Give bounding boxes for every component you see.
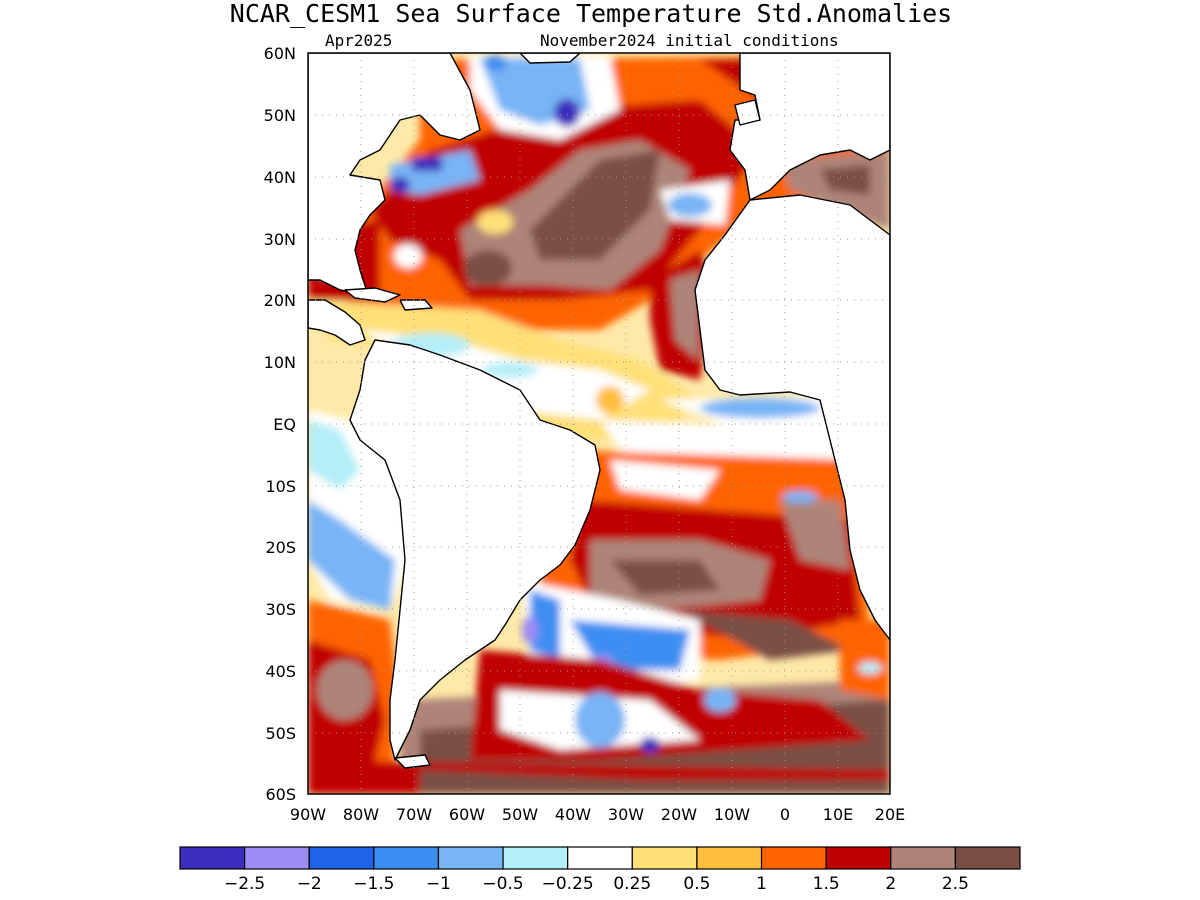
colorbar-swatch xyxy=(308,846,375,870)
lat-label: 20S xyxy=(265,538,296,557)
colorbar-label: −1 xyxy=(426,874,451,894)
longitude-labels: 90W 80W 70W 60W 50W 40W 30W 20W 10W 0 10… xyxy=(290,805,905,824)
lat-label: 50N xyxy=(264,106,296,125)
colorbar-label: −2 xyxy=(297,874,322,894)
south-america xyxy=(349,339,601,761)
colorbar-swatch xyxy=(631,846,698,870)
lon-label: 50W xyxy=(502,805,538,824)
colorbar-label: 1.5 xyxy=(813,874,840,894)
cuba-island xyxy=(344,287,401,303)
colorbar: −2.5 −2 −1.5 −1 −0.5 −0.25 0.25 0.5 1 1.5 2 2.5 xyxy=(179,846,1021,894)
lon-label: 20E xyxy=(875,805,905,824)
lat-label: 40S xyxy=(265,662,296,681)
lat-label: 50S xyxy=(265,724,296,743)
colorbar-swatch xyxy=(567,846,633,870)
iceland xyxy=(519,53,581,64)
lat-label: 10N xyxy=(264,353,296,372)
british-isles xyxy=(734,99,761,126)
colorbar-swatch xyxy=(890,846,956,870)
colorbar-swatch xyxy=(696,846,763,870)
africa xyxy=(694,194,890,641)
colorbar-label: 1 xyxy=(756,874,767,894)
colorbar-swatch xyxy=(825,846,892,870)
forecast-month: Apr2025 xyxy=(325,31,392,50)
land-masses xyxy=(308,53,890,769)
initial-conditions: November2024 initial conditions xyxy=(540,31,839,50)
colorbar-swatch xyxy=(244,846,310,870)
lon-label: 30W xyxy=(608,805,644,824)
central-america xyxy=(308,299,366,346)
colorbar-swatch xyxy=(437,846,504,870)
colorbar-label: 2.5 xyxy=(942,874,969,894)
colorbar-label: −1.5 xyxy=(353,874,394,894)
lat-label: 10S xyxy=(265,477,296,496)
latitude-labels: 60N 50N 40N 30N 20N 10N EQ 10S 20S 30S 4… xyxy=(264,44,296,804)
lat-label: 60N xyxy=(264,44,296,63)
map-frame xyxy=(307,52,891,795)
lon-label: 60W xyxy=(449,805,485,824)
chart-title: NCAR_CESM1 Sea Surface Temperature Std.A… xyxy=(230,0,952,28)
colorbar-label: −2.5 xyxy=(224,874,265,894)
lat-label: 30S xyxy=(265,600,296,619)
lat-label: 20N xyxy=(264,291,296,310)
lon-label: 90W xyxy=(290,805,326,824)
colorbar-label: 0.5 xyxy=(683,874,710,894)
lon-label: 70W xyxy=(396,805,432,824)
lon-label: 10W xyxy=(714,805,750,824)
colorbar-swatch xyxy=(179,846,246,870)
tierra-del-fuego xyxy=(394,754,431,769)
lat-label: EQ xyxy=(273,415,296,434)
colorbar-label: 2 xyxy=(885,874,896,894)
colorbar-swatch xyxy=(760,846,827,870)
colorbar-swatch xyxy=(954,846,1021,870)
lon-label: 40W xyxy=(555,805,591,824)
lon-label: 10E xyxy=(823,805,853,824)
colorbar-swatch xyxy=(373,846,440,870)
lat-label: 30N xyxy=(264,230,296,249)
map-panel xyxy=(308,53,890,794)
lon-label: 0 xyxy=(780,805,790,824)
lat-label: 40N xyxy=(264,168,296,187)
lat-label: 60S xyxy=(265,785,296,804)
hispaniola-island xyxy=(399,299,433,311)
colorbar-label: 0.25 xyxy=(613,874,651,894)
colorbar-swatch xyxy=(502,846,569,870)
colorbar-label: −0.25 xyxy=(542,874,594,894)
lon-label: 80W xyxy=(343,805,379,824)
lon-label: 20W xyxy=(661,805,697,824)
colorbar-label: −0.5 xyxy=(482,874,523,894)
